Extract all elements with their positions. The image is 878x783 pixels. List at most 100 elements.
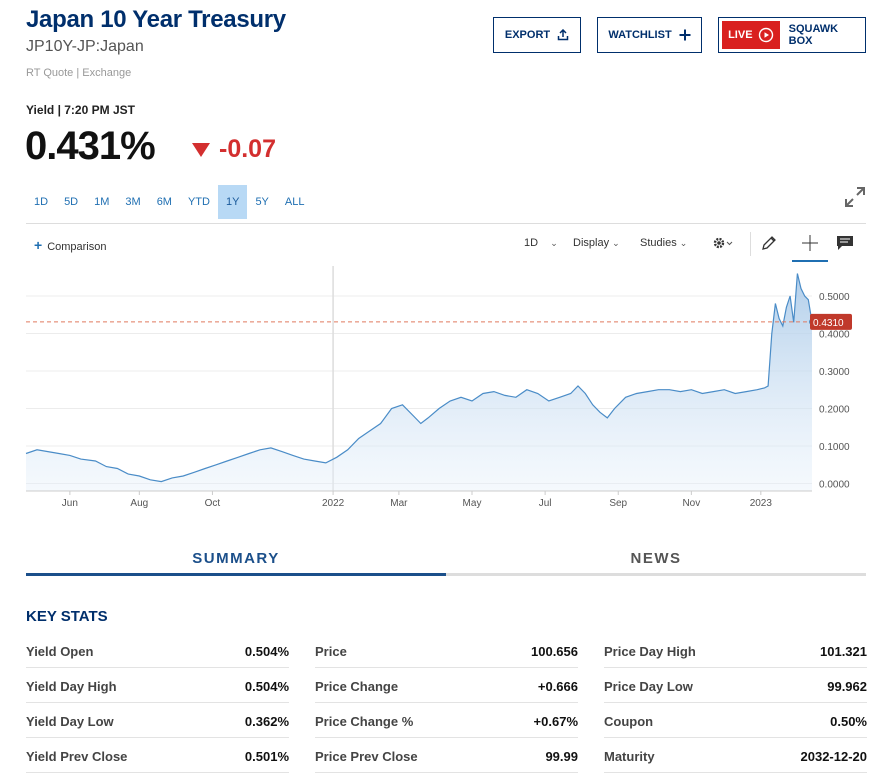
- stat-value: 0.50%: [830, 713, 867, 729]
- range-ytd-button[interactable]: YTD: [187, 196, 210, 208]
- x-tick-label: Oct: [205, 498, 221, 509]
- content-tabs: SUMMARY NEWS: [26, 545, 866, 579]
- stat-value: +0.666: [537, 678, 578, 694]
- tab-summary[interactable]: SUMMARY: [26, 545, 446, 576]
- y-tick-label: 0.5000: [819, 292, 850, 303]
- stat-label: Price Change %: [315, 713, 414, 729]
- stat-label: Price Day Low: [604, 678, 693, 694]
- chevron-down-icon: ⌄: [679, 238, 688, 248]
- stat-value: 0.504%: [244, 678, 289, 694]
- stat-label: Price Change: [315, 678, 399, 694]
- comment-icon: [837, 236, 853, 250]
- page-title: Japan 10 Year Treasury: [26, 6, 286, 33]
- toolbar-divider: [750, 232, 751, 256]
- stat-value: 100.656: [531, 643, 578, 659]
- price-change: -0.07: [192, 135, 276, 164]
- gear-icon: [713, 237, 733, 249]
- key-stats-table: Yield Open 0.504% Yield Day High 0.504% Yiel…: [26, 633, 867, 773]
- comment-button[interactable]: [836, 235, 854, 254]
- plus-icon: [679, 29, 691, 41]
- stat-label: Coupon: [604, 713, 654, 729]
- range-5d-button[interactable]: 5D: [64, 196, 79, 208]
- expand-icon[interactable]: [843, 185, 867, 209]
- stat-label: Price: [315, 643, 347, 659]
- range-5y-button[interactable]: 5Y: [255, 196, 269, 208]
- x-tick-label: 2022: [322, 498, 345, 509]
- display-label: Display: [573, 237, 610, 249]
- key-stats-column: Price 100.656 Price Change +0.666 Price Chan…: [315, 633, 578, 773]
- export-icon: [557, 29, 569, 41]
- stat-value: 99.99: [545, 748, 578, 764]
- stat-value: 0.362%: [244, 713, 289, 729]
- current-value-badge: [810, 313, 852, 330]
- key-stats-column: Yield Open 0.504% Yield Day High 0.504% Yiel…: [26, 633, 289, 773]
- stat-row: Price Day Low 99.962: [604, 668, 867, 703]
- stat-row: Yield Day Low 0.362%: [26, 703, 289, 738]
- stat-label: Yield Open: [26, 643, 94, 659]
- stat-label: Yield Day High: [26, 678, 117, 694]
- stat-row: Price 100.656: [315, 633, 578, 668]
- y-tick-label: 0.4000: [819, 330, 850, 341]
- quote-type: RT Quote | Exchange: [26, 67, 132, 79]
- stat-label: Price Prev Close: [315, 748, 418, 764]
- x-tick-label: Jul: [539, 498, 552, 509]
- squawk-box-button[interactable]: LIVE SQUAWK BOX: [718, 17, 866, 53]
- stat-value: 2032-12-20: [800, 748, 868, 764]
- tab-news[interactable]: NEWS: [446, 545, 866, 576]
- range-1y-button[interactable]: 1Y: [217, 185, 248, 219]
- symbol-subtitle: JP10Y-JP:Japan: [26, 38, 144, 55]
- stat-row: Price Prev Close 99.99: [315, 738, 578, 773]
- display-dropdown[interactable]: Display ⌄: [573, 237, 620, 249]
- stat-value: 0.501%: [244, 748, 289, 764]
- comparison-button[interactable]: + Comparison: [34, 237, 107, 253]
- draw-button[interactable]: [760, 234, 778, 255]
- y-tick-label: 0.2000: [819, 405, 850, 416]
- y-tick-label: 0.1000: [819, 442, 850, 453]
- stat-row: Maturity 2032-12-20: [604, 738, 867, 773]
- stat-row: Price Day High 101.321: [604, 633, 867, 668]
- price-chart[interactable]: 0.5000 0.4000 0.3000 0.2000 0.1000 0.0000 0.43…: [0, 263, 878, 523]
- range-selector: 1D 5D 1M 3M 6M YTD 1Y 5Y ALL: [26, 185, 312, 219]
- stat-value: 0.504%: [244, 643, 289, 659]
- live-badge: LIVE: [722, 21, 780, 49]
- chevron-down-icon: ⌄: [612, 238, 620, 248]
- chart-toolbar: + Comparison 1D ⌄ Display ⌄ Studies ⌄: [26, 223, 866, 263]
- crosshair-icon: [802, 235, 818, 251]
- change-value: -0.07: [219, 135, 276, 163]
- yield-timestamp: Yield | 7:20 PM JST: [26, 103, 135, 117]
- stat-label: Yield Day Low: [26, 713, 114, 729]
- pencil-icon: [762, 236, 776, 250]
- stat-row: Yield Prev Close 0.501%: [26, 738, 289, 773]
- stat-row: Yield Day High 0.504%: [26, 668, 289, 703]
- studies-label: Studies: [640, 237, 677, 249]
- interval-label: 1D: [524, 237, 539, 249]
- area-fill: [26, 273, 812, 491]
- x-tick-label: Sep: [609, 498, 627, 509]
- y-tick-label: 0.3000: [819, 367, 850, 378]
- studies-dropdown[interactable]: Studies ⌄: [640, 237, 687, 249]
- range-all-button[interactable]: ALL: [284, 196, 305, 208]
- key-stats-title: KEY STATS: [26, 608, 108, 625]
- stat-label: Maturity: [604, 748, 655, 764]
- range-6m-button[interactable]: 6M: [156, 196, 172, 208]
- crosshair-button[interactable]: [792, 224, 828, 262]
- stat-value: +0.67%: [533, 713, 578, 729]
- settings-button[interactable]: [712, 235, 734, 254]
- stat-label: Price Day High: [604, 643, 696, 659]
- stat-row: Price Change % +0.67%: [315, 703, 578, 738]
- stat-row: Coupon 0.50%: [604, 703, 867, 738]
- range-1d-button[interactable]: 1D: [34, 196, 49, 208]
- stat-value: 99.962: [827, 678, 867, 694]
- stat-value: 101.321: [820, 643, 867, 659]
- down-arrow-icon: [192, 142, 210, 157]
- comparison-label: Comparison: [47, 241, 107, 253]
- export-button[interactable]: EXPORT: [493, 17, 581, 53]
- last-price: 0.431%: [25, 124, 156, 168]
- range-1m-button[interactable]: 1M: [94, 196, 110, 208]
- key-stats-column: Price Day High 101.321 Price Day Low 99.962…: [604, 633, 867, 773]
- watchlist-label: WATCHLIST: [608, 29, 672, 41]
- x-tick-label: 2023: [750, 498, 773, 509]
- interval-dropdown[interactable]: 1D ⌄: [524, 237, 558, 249]
- range-3m-button[interactable]: 3M: [125, 196, 141, 208]
- watchlist-button[interactable]: WATCHLIST: [597, 17, 702, 53]
